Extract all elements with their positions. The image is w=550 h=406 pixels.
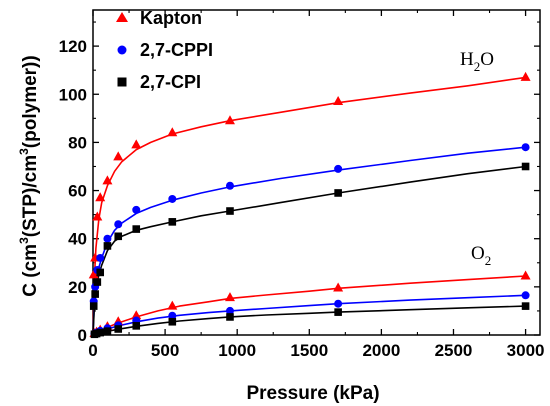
data-point-2-7-cpi-h2o [103,242,112,250]
data-point-kapton-h2o [167,127,178,137]
data-point-2-7-cpi-o2 [226,313,234,321]
y-axis-title: C (cm3(STP)/cm3(polymer)) [17,55,41,296]
fit-line-kapton-o2 [92,275,526,336]
data-point-kapton-h2o [95,192,106,202]
y-tick-label: 80 [68,133,87,152]
data-point-2-7-cpi-o2 [96,328,105,337]
data-point-2-7-cpi-h2o [93,278,102,286]
legend-label-kapton: Kapton [140,8,202,28]
y-tick-label: 20 [68,278,87,297]
data-point-2-7-cpi-h2o [89,302,98,310]
data-point-kapton-h2o [113,151,124,161]
data-point-2-7-cpi-o2 [521,302,530,310]
data-point-2-7-cpi-o2 [168,317,177,326]
data-point-kapton-h2o [92,211,103,221]
data-point-2-7-cppi-h2o [114,220,123,229]
data-point-2-7-cpi-o2 [114,325,123,333]
data-point-kapton-h2o [88,269,99,279]
data-point-kapton-h2o [131,139,142,149]
data-point-2-7-cppi-h2o [96,253,105,262]
data-point-2-7-cppi-o2 [521,291,530,300]
data-point-2-7-cppi-h2o [334,164,343,173]
x-tick-label: 0 [88,341,97,360]
x-tick-label: 2500 [435,341,473,360]
legend-marker-cppi [117,45,127,55]
data-points [88,71,531,339]
legend: Kapton 2,7-CPPI 2,7-CPI [116,8,213,92]
data-point-2-7-cpi-h2o [96,268,105,277]
data-point-2-7-cpi-h2o [132,225,141,233]
y-tick-label: 60 [68,182,87,201]
data-point-2-7-cpi-h2o [334,189,342,197]
axes-layer: 0 500 1000 1500 2000 2500 3000 0 20 40 60 80 100 120 [59,9,545,360]
legend-label-cpi: 2,7-CPI [140,72,201,92]
data-point-2-7-cppi-h2o [168,194,177,203]
data-point-2-7-cpi-h2o [114,232,123,241]
data-point-kapton-h2o [333,95,344,105]
data-point-2-7-cpi-h2o [226,207,234,215]
y-tick-label: 120 [59,37,87,56]
annotation-o2: O2 [471,243,491,268]
data-point-2-7-cppi-h2o [103,234,112,243]
data-point-kapton-o2 [520,270,531,280]
data-point-2-7-cppi-o2 [334,299,343,308]
data-point-kapton-o2 [167,300,178,310]
data-point-2-7-cpi-o2 [132,322,141,330]
data-point-kapton-o2 [131,310,142,320]
legend-label-cppi: 2,7-CPPI [140,40,213,60]
x-tick-label: 1500 [290,341,328,360]
x-tick-label: 500 [151,341,179,360]
data-point-kapton-h2o [520,71,531,81]
data-point-2-7-cpi-h2o [521,162,530,171]
data-point-kapton-o2 [224,292,235,302]
data-point-2-7-cpi-h2o [91,290,99,298]
data-point-2-7-cppi-h2o [521,143,530,152]
fit-line-kapton-h2o [92,76,526,336]
y-tick-label: 0 [78,326,87,345]
x-axis-title: Pressure (kPa) [246,383,379,404]
legend-marker-cpi [117,77,127,87]
fit-curves [92,76,526,336]
x-tick-label: 2000 [362,341,400,360]
data-point-kapton-o2 [333,282,344,292]
x-tick-label: 3000 [507,341,545,360]
data-point-2-7-cpi-o2 [334,308,342,316]
data-point-2-7-cppi-o2 [168,311,177,320]
data-point-2-7-cppi-h2o [132,205,141,214]
data-point-2-7-cpi-h2o [168,218,177,226]
y-tick-label: 100 [59,85,87,104]
data-point-2-7-cppi-h2o [225,181,234,190]
annotation-h2o: H2O [460,49,494,74]
x-tick-label: 1000 [218,341,256,360]
fit-line-2-7-cpi-h2o [92,165,526,336]
data-point-2-7-cpi-o2 [103,327,112,335]
legend-marker-kapton [116,12,128,22]
data-point-kapton-h2o [102,175,113,185]
y-tick-label: 40 [68,230,87,249]
data-point-kapton-h2o [224,115,235,125]
plot-frame [92,9,541,336]
data-point-2-7-cppi-o2 [225,306,234,315]
